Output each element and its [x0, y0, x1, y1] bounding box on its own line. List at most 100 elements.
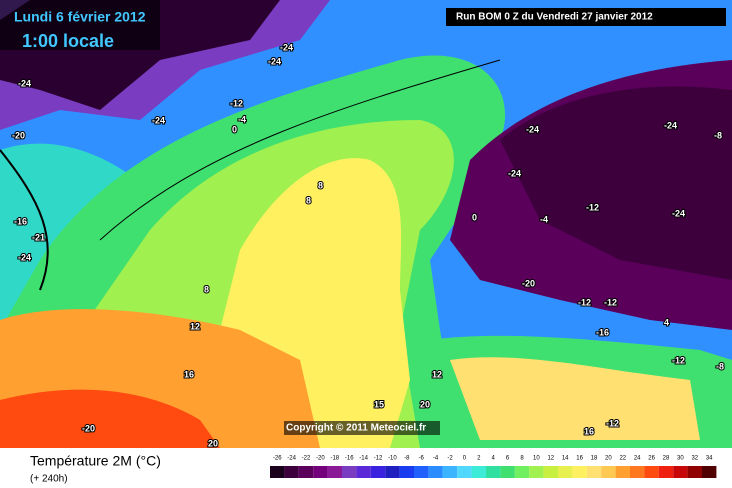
colorbar-swatch — [428, 466, 443, 478]
colorbar-tick-label: -16 — [345, 456, 354, 462]
colorbar-swatch — [385, 466, 400, 478]
colorbar-tick-label: 10 — [533, 456, 540, 462]
colorbar-tick-label: 8 — [520, 456, 524, 462]
zone — [0, 389, 220, 448]
colorbar-tick-label: 34 — [706, 456, 713, 462]
contour-label: -20 — [12, 130, 25, 140]
colorbar-swatch — [572, 466, 587, 478]
footer-lead: (+ 240h) — [30, 474, 68, 485]
colorbar-tick-label: 26 — [648, 456, 655, 462]
colorbar-tick-label: 18 — [591, 456, 598, 462]
contour-label: -8 — [716, 361, 724, 371]
colorbar-swatch — [399, 466, 414, 478]
isotherm-zero — [0, 149, 49, 291]
contour-label: 12 — [432, 369, 442, 379]
contour-label: 0 — [472, 212, 477, 222]
colorbar-tick-label: -8 — [404, 456, 410, 462]
colorbar-tick-label: 24 — [634, 456, 641, 462]
contour-label: -16 — [14, 216, 27, 226]
contour-label: 8 — [204, 284, 209, 294]
contour-label: -21 — [32, 232, 45, 242]
colorbar-swatch — [356, 466, 371, 478]
colorbar-tick-label: -10 — [388, 456, 397, 462]
date: Lundi 6 février 2012 — [14, 9, 146, 25]
contour-label: 4 — [664, 317, 669, 327]
colorbar-swatch — [601, 466, 616, 478]
colorbar: -26 -24 -22 -20 -18 -16 -14 -12 -10 -8 -6 -4 -2 0 2 4 6 8… — [270, 456, 717, 478]
zone — [450, 357, 700, 440]
colorbar-swatch — [529, 466, 544, 478]
contour-label: 8 — [318, 180, 323, 190]
contour-label: 8 — [306, 195, 311, 205]
colorbar-swatch — [658, 466, 674, 478]
colorbar-swatch — [586, 466, 602, 478]
colorbar-tick-label: -20 — [316, 456, 325, 462]
contour-label: 20 — [420, 399, 430, 409]
colorbar-swatch — [370, 466, 386, 478]
contour-label: -12 — [586, 202, 599, 212]
contour-label: 20 — [208, 438, 218, 448]
run-box — [446, 8, 726, 26]
colorbar-swatch — [270, 466, 285, 478]
colorbar-swatch — [558, 466, 573, 478]
contour-label: 0 — [232, 124, 237, 134]
copyright-box — [284, 421, 440, 435]
contour-label: 12 — [190, 321, 200, 331]
colorbar-tick-label: 0 — [463, 456, 467, 462]
contour-label: 15 — [374, 399, 384, 409]
colorbar-tick-label: 14 — [562, 456, 569, 462]
colorbar-tick-label: 32 — [691, 456, 698, 462]
run-info: Run BOM 0 Z du Vendredi 27 janvier 2012 — [456, 12, 653, 23]
colorbar-swatch — [342, 466, 357, 478]
colorbar-tick-label: -6 — [419, 456, 425, 462]
colorbar-swatch — [543, 466, 558, 478]
contour-label: -8 — [714, 130, 722, 140]
contour-label: -12 — [672, 355, 685, 365]
contour-labels: -24-24-24-12-40-24-20-16-21-248881216-20… — [11, 41, 725, 449]
colorbar-tick-label: -22 — [302, 456, 311, 462]
footer-title: Température 2M (°C) — [30, 453, 161, 469]
contour-label: -24 — [664, 120, 677, 130]
zone — [500, 86, 732, 280]
colorbar-swatch — [644, 466, 659, 478]
colorbar-swatch — [673, 466, 688, 478]
colorbar-swatch — [702, 466, 717, 478]
contour-label: -4 — [540, 214, 548, 224]
contour-label: -4 — [238, 114, 246, 124]
contour-label: -24 — [18, 78, 31, 88]
contour-label: -16 — [596, 327, 609, 337]
contour-label: -24 — [18, 252, 31, 262]
colorbar-swatch — [500, 466, 515, 478]
colorbar-tick-label: 2 — [477, 456, 481, 462]
colorbar-swatch — [442, 466, 458, 478]
contour-label: -24 — [672, 208, 685, 218]
colorbar-tick-label: 16 — [576, 456, 583, 462]
time: 1:00 locale — [22, 31, 114, 51]
colorbar-swatch — [284, 466, 299, 478]
colorbar-tick-label: -12 — [374, 456, 383, 462]
contour-label: -12 — [578, 297, 591, 307]
colorbar-tick-label: -2 — [447, 456, 453, 462]
isotherm — [99, 59, 501, 241]
colorbar-tick-label: 30 — [677, 456, 684, 462]
date-box — [0, 0, 160, 50]
copyright: Copyright © 2011 Meteociel.fr — [286, 423, 426, 434]
contour-label: 16 — [584, 426, 594, 436]
contour-label: 16 — [184, 369, 194, 379]
contour-label: -24 — [152, 115, 165, 125]
colorbar-swatch — [414, 466, 429, 478]
colorbar-tick-label: 22 — [619, 456, 626, 462]
colorbar-swatch — [514, 466, 530, 478]
contour-label: -24 — [280, 42, 293, 52]
contour-label: -20 — [522, 278, 535, 288]
contour-label: -12 — [606, 418, 619, 428]
colorbar-swatch — [313, 466, 328, 478]
contour-label: -12 — [230, 98, 243, 108]
colorbar-tick-label: 12 — [547, 456, 554, 462]
colorbar-swatch — [687, 466, 702, 478]
colorbar-tick-label: -18 — [330, 456, 339, 462]
colorbar-swatch — [298, 466, 314, 478]
colorbar-swatch — [615, 466, 630, 478]
colorbar-tick-label: -24 — [287, 456, 296, 462]
